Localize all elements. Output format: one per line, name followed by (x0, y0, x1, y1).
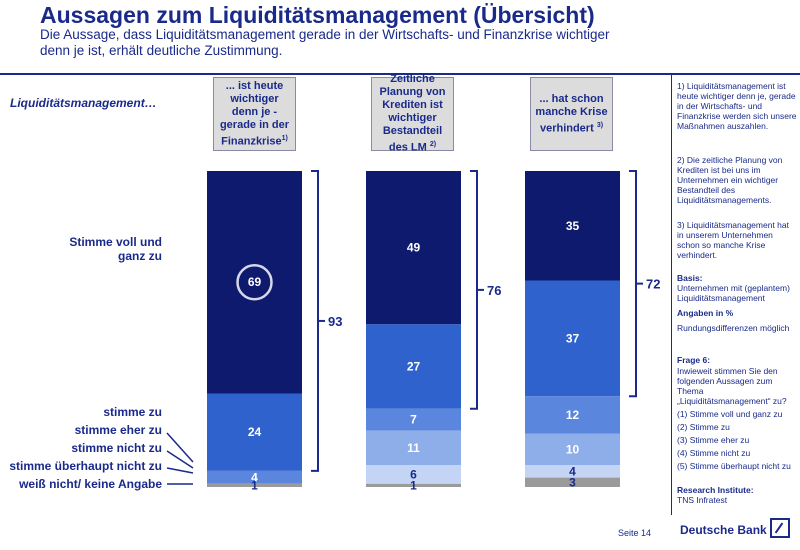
bracket-1 (311, 170, 319, 472)
question-text: Inwieweit stimmen Sie den folgenden Auss… (677, 366, 787, 406)
bar-2-label-2: 27 (407, 360, 421, 374)
bar-3-segment-4 (525, 433, 620, 466)
bar-3-label-6: 3 (569, 475, 576, 489)
bar-2-label-4: 11 (407, 441, 420, 455)
page-title: Aussagen zum Liquiditätsmanagement (Über… (40, 2, 595, 28)
column-header-3: ... hat schon manche Krise verhindert 3) (530, 77, 613, 151)
bracket-total-1: 93 (328, 314, 342, 329)
column-header-1: ... ist heute wichtiger denn je - gerade… (213, 77, 296, 151)
footnote-3: 3) Liquiditätsmanagement hat in unserem … (677, 220, 789, 260)
category-pointers (166, 432, 194, 485)
category-label-6: weiß nicht/ keine Angabe (19, 477, 162, 491)
bar-1-label-1: 69 (248, 275, 262, 289)
header-rule (0, 73, 800, 75)
pointer-stimme-ueberhaupt-nicht-zu (166, 467, 194, 474)
bar-2-segment-6 (366, 483, 461, 487)
bar-2-segment-3 (366, 408, 461, 431)
footnote-1: 1) Liquiditätsmanagement ist heute wicht… (677, 81, 797, 131)
unit-text: Angaben in % (677, 308, 734, 318)
basis-label: Basis: (677, 273, 703, 283)
bar-1-segment-2 (207, 393, 302, 471)
institute-text: TNS Infratest (677, 495, 728, 505)
bar-2-segment-5 (366, 465, 461, 484)
answer-option-1: (1) Stimme voll und ganz zu (677, 409, 783, 419)
bar-3-label-3: 12 (566, 408, 580, 422)
bar-1-segment-6 (207, 483, 302, 487)
deutsche-bank-logo-icon (770, 518, 790, 538)
highlight-circle (236, 263, 273, 301)
bar-3-segment-6 (525, 477, 620, 487)
sidebar-divider (671, 75, 672, 515)
bar-1-segment-3 (207, 470, 302, 484)
institute-label: Research Institute: (677, 485, 754, 495)
bar-3-label-1: 35 (566, 219, 580, 233)
category-label-3: stimme eher zu (74, 423, 162, 437)
footnote-2: 2) Die zeitliche Planung von Krediten is… (677, 155, 783, 205)
bar-3-label-4: 10 (566, 442, 580, 456)
bar-2-label-6: 1 (410, 478, 417, 492)
question-label: Frage 6: (677, 355, 711, 365)
bracket-2 (470, 170, 478, 410)
answer-option-3: (3) Stimme eher zu (677, 435, 750, 445)
bar-2-label-3: 7 (410, 413, 417, 427)
bar-1-label-6: 1 (251, 478, 258, 492)
bar-1-label-3: 4 (251, 470, 258, 484)
column-header-3-note: 3) (596, 121, 604, 129)
bar-2-segment-1 (366, 171, 461, 325)
column-header-2-note: 2) (429, 141, 437, 149)
bar-3-segment-5 (525, 465, 620, 478)
bar-2-label-5: 6 (410, 467, 417, 481)
bar-3-label-2: 37 (566, 331, 580, 345)
pointer-stimme-nicht-zu (166, 450, 194, 469)
bar-3-segment-3 (525, 396, 620, 434)
category-label-5: stimme überhaupt nicht zu (9, 459, 162, 473)
category-label-2: stimme zu (103, 405, 162, 419)
answer-option-4: (4) Stimme nicht zu (677, 448, 751, 458)
column-header-1-text: ... ist heute wichtiger denn je - gerade… (219, 79, 290, 148)
answer-option-5: (5) Stimme überhaupt nicht zu (677, 461, 791, 471)
column-header-3-text: ... hat schon manche Krise verhindert (535, 92, 608, 135)
column-header-2: Zeitliche Planung von Krediten ist wicht… (371, 73, 454, 154)
page-number: Seite 14 (618, 528, 652, 538)
bracket-total-2: 76 (487, 283, 501, 298)
row-heading: Liquiditätsmanagement… (10, 96, 157, 110)
bar-1-segment-1 (207, 171, 302, 394)
category-label-1: Stimme voll und ganz zu (69, 235, 162, 263)
bank-name: Deutsche Bank (680, 523, 767, 537)
bar-2-segment-2 (366, 324, 461, 409)
answer-option-2: (2) Stimme zu (677, 422, 730, 432)
rounding-text: Rundungsdifferenzen möglich (677, 323, 790, 333)
bracket-3 (629, 170, 637, 398)
pointer-stimme-eher-zu (166, 432, 194, 463)
bar-2-segment-4 (366, 430, 461, 466)
column-header-2-text: Zeitliche Planung von Krediten ist wicht… (379, 73, 446, 154)
basis-text: Unternehmen mit (geplantem) Liquiditätsm… (677, 283, 790, 303)
bar-1-label-2: 24 (248, 425, 262, 439)
bar-3-label-5: 4 (569, 464, 576, 478)
column-header-1-note: 1) (281, 134, 288, 142)
category-label-4: stimme nicht zu (71, 441, 162, 455)
bar-3-segment-2 (525, 280, 620, 397)
page-subtitle: Die Aussage, dass Liquiditätsmanagement … (40, 27, 610, 58)
bracket-total-3: 72 (646, 277, 660, 292)
bar-3-segment-1 (525, 171, 620, 281)
bar-2-label-1: 49 (407, 241, 421, 255)
